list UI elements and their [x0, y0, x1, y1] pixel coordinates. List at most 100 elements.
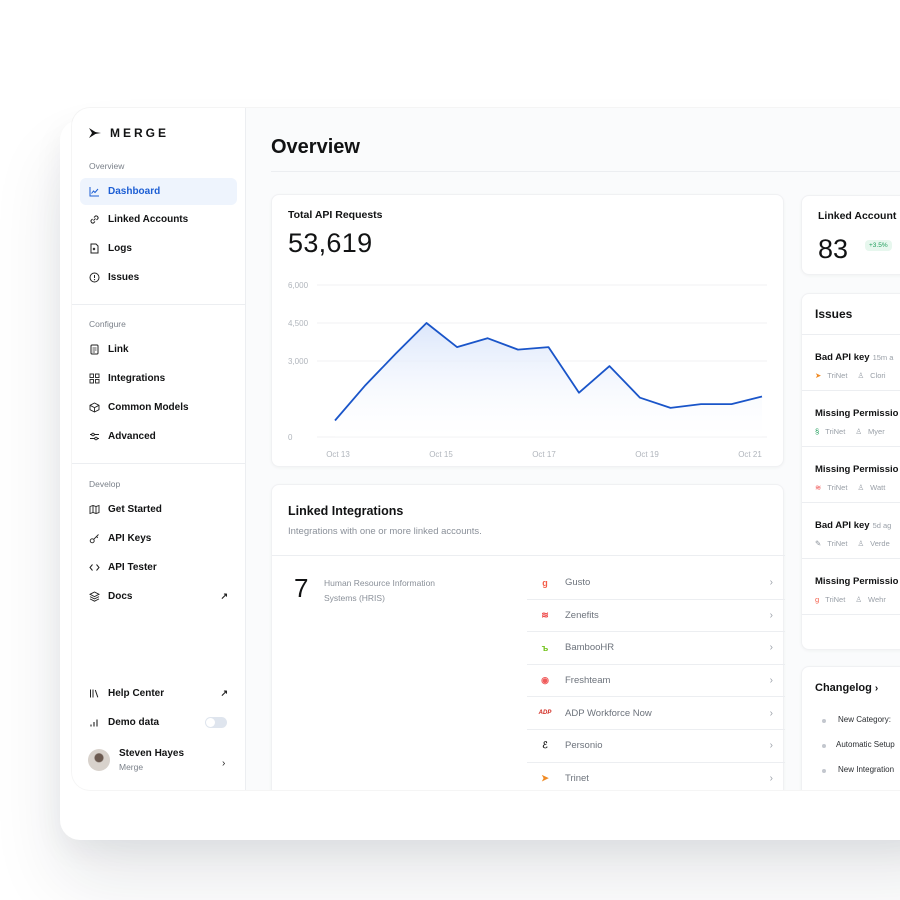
changelog-item[interactable]: Automatic Setup: [836, 740, 895, 749]
sidebar-item-issues[interactable]: Issues: [80, 264, 237, 291]
changelog-item[interactable]: New Integration: [838, 765, 895, 774]
integration-logo-icon: ъ: [541, 642, 549, 653]
issue-integration: TriNet: [827, 483, 848, 492]
section-overview: Overview: [89, 161, 125, 171]
linked-integrations-title: Linked Integrations: [288, 504, 404, 518]
logo-text: MERGE: [110, 126, 170, 140]
code-icon: [89, 562, 100, 573]
linked-integrations-card: Linked Integrations Integrations with on…: [271, 484, 785, 790]
issue-title: Missing Permissio: [815, 464, 899, 475]
issue-integration: TriNet: [827, 539, 848, 548]
integration-row[interactable]: ъ BambooHR ›: [527, 632, 785, 665]
issue-person: Watt: [870, 483, 886, 492]
sidebar-item-integrations[interactable]: Integrations: [80, 365, 237, 392]
issue-row[interactable]: Bad API key 15m a ➤ TriNet ♙ Clori: [815, 352, 893, 380]
issue-meta: ≋ TriNet ♙ Watt: [815, 483, 900, 492]
sidebar-item-api-keys[interactable]: API Keys: [80, 525, 237, 552]
integration-logo-icon: ◉: [541, 675, 549, 686]
chevron-right-icon: ›: [874, 683, 879, 694]
person-icon: ♙: [857, 371, 865, 380]
user-name: Steven Hayes: [119, 748, 185, 759]
x-tick-label: Oct 13: [326, 450, 350, 459]
issue-divider: [802, 446, 900, 447]
api-requests-label: Total API Requests: [288, 209, 383, 221]
issue-row[interactable]: Missing Permissio § TriNet ♙ Myer: [815, 408, 900, 436]
integration-row[interactable]: ℰ Personio ›: [527, 730, 785, 763]
person-icon: ♙: [855, 427, 863, 436]
issue-row[interactable]: Missing Permissio ≋ TriNet ♙ Watt: [815, 464, 900, 492]
series-area: [335, 323, 762, 437]
sidebar-item-demo-data: Demo data: [80, 709, 237, 736]
integration-name: BambooHR: [565, 642, 615, 654]
sidebar-divider: [72, 463, 246, 464]
linked-integrations-divider: [272, 555, 785, 556]
issue-row[interactable]: Missing Permissio g TriNet ♙ Wehr: [815, 576, 900, 604]
integration-list: g Gusto › ≋ Zenefits › ъ BambooHR › ◉ Freshteam › AD…: [527, 567, 785, 790]
link-icon: [89, 214, 100, 225]
page-title: Overview: [271, 136, 360, 158]
alert-circle-icon: [89, 272, 100, 283]
grid-icon: [89, 373, 100, 384]
sidebar-item-label: Demo data: [108, 717, 160, 728]
sidebar-item-label: Integrations: [108, 373, 166, 384]
chevron-right-icon: ›: [769, 577, 773, 589]
issue-meta: ✎ TriNet ♙ Verde: [815, 539, 891, 548]
timeline-dot: [822, 744, 826, 748]
changelog-item[interactable]: New Category:: [838, 715, 891, 724]
issue-meta: g TriNet ♙ Wehr: [815, 595, 900, 604]
chevron-right-icon[interactable]: ›: [222, 758, 226, 769]
issue-title-line: Missing Permissio: [815, 464, 900, 475]
external-link-icon: ↗: [220, 688, 228, 698]
sidebar-item-link[interactable]: Link: [80, 336, 237, 363]
issue-divider: [802, 614, 900, 615]
linked-accounts-label: Linked Account: [818, 210, 897, 222]
integration-logo-icon: ➤: [815, 371, 822, 380]
chevron-right-icon: ›: [769, 772, 773, 784]
section-configure: Configure: [89, 319, 126, 329]
integration-name: ADP Workforce Now: [565, 707, 652, 719]
sidebar-item-dashboard[interactable]: Dashboard: [80, 178, 237, 205]
issues-title: Issues: [815, 307, 853, 321]
integration-row[interactable]: ADP ADP Workforce Now ›: [527, 697, 785, 730]
person-icon: ♙: [857, 483, 865, 492]
map-icon: [89, 504, 100, 515]
changelog-title[interactable]: Changelog ›: [815, 682, 878, 694]
issue-integration: TriNet: [825, 427, 846, 436]
timeline-dot: [822, 719, 826, 723]
integration-row[interactable]: ➤ Trinet ›: [527, 763, 785, 790]
x-tick-label: Oct 17: [532, 450, 556, 459]
sidebar-item-get-started[interactable]: Get Started: [80, 496, 237, 523]
integration-logo-icon: ℰ: [542, 740, 548, 751]
x-tick-label: Oct 21: [738, 450, 762, 459]
user-profile[interactable]: Steven Hayes Merge: [88, 748, 184, 772]
data-point: [333, 419, 337, 423]
data-point: [547, 345, 551, 349]
api-requests-card: Total API Requests 53,619 6,000 4,500 3,00…: [271, 194, 784, 467]
data-point: [760, 394, 764, 398]
chevron-right-icon: ›: [769, 740, 773, 752]
integration-row[interactable]: ◉ Freshteam ›: [527, 665, 785, 698]
sidebar-item-advanced[interactable]: Advanced: [80, 423, 237, 450]
sidebar-item-docs[interactable]: Docs ↗: [80, 583, 237, 610]
data-point: [608, 364, 612, 368]
issue-title-line: Bad API key 5d ag: [815, 520, 891, 531]
sidebar-item-help-center[interactable]: Help Center ↗: [80, 680, 237, 707]
issue-person: Clori: [870, 371, 886, 380]
sidebar-item-api-tester[interactable]: API Tester: [80, 554, 237, 581]
integration-row[interactable]: g Gusto ›: [527, 567, 785, 600]
section-develop: Develop: [89, 479, 121, 489]
sidebar-item-label: Common Models: [108, 402, 189, 413]
change-badge: +3.5%: [865, 240, 892, 251]
sidebar-item-linked-accounts[interactable]: Linked Accounts: [80, 206, 237, 233]
integration-row[interactable]: ≋ Zenefits ›: [527, 600, 785, 633]
issue-row[interactable]: Bad API key 5d ag ✎ TriNet ♙ Verde: [815, 520, 891, 548]
integration-logo-icon: g: [815, 595, 820, 604]
issue-time: 15m a: [872, 353, 894, 362]
sidebar-item-logs[interactable]: Logs: [80, 235, 237, 262]
issue-title: Missing Permissio: [815, 408, 899, 419]
data-point: [669, 406, 673, 410]
sidebar-item-common-models[interactable]: Common Models: [80, 394, 237, 421]
demo-data-toggle[interactable]: [205, 717, 227, 728]
data-point: [730, 402, 734, 406]
issue-title: Bad API key: [815, 520, 870, 531]
